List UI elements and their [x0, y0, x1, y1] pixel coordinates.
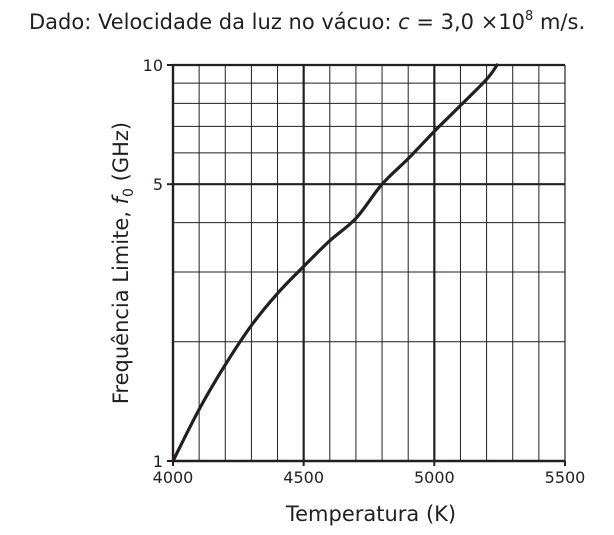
given-data-note: Dado: Velocidade da luz no vácuo: c = 3,… — [29, 10, 585, 34]
curve-layer — [171, 63, 499, 463]
note-value: = 3,0 ×10 — [409, 10, 526, 34]
series-line-0 — [171, 63, 499, 463]
y-axis-title-symbol: f — [109, 193, 133, 204]
tick-labels: 4000 4500 5000 5500 1 5 10 — [143, 56, 586, 487]
y-tick-label: 5 — [153, 175, 163, 194]
y-axis-title-unit: (GHz) — [109, 122, 133, 188]
note-prefix: Dado: Velocidade da luz no vácuo: — [29, 10, 399, 34]
plot-frame — [167, 63, 566, 466]
x-tick-label: 4000 — [153, 468, 194, 487]
y-axis-title-text: Frequência Limite, — [109, 204, 133, 404]
y-tick-label: 1 — [153, 452, 163, 471]
y-tick-label: 10 — [143, 56, 163, 75]
x-tick-label: 4500 — [283, 468, 324, 487]
x-axis-title: Temperatura (K) — [285, 502, 456, 526]
x-tick-label: 5000 — [414, 468, 455, 487]
speed-of-light-symbol: c — [398, 10, 410, 34]
note-unit: m/s. — [533, 10, 586, 34]
grid-lines — [173, 65, 565, 461]
y-axis-title-subscript: 0 — [121, 188, 137, 197]
x-tick-label: 5500 — [545, 468, 586, 487]
note-exponent: 8 — [525, 9, 534, 24]
y-axis-title: Frequência Limite, f0 (GHz) — [109, 122, 137, 404]
